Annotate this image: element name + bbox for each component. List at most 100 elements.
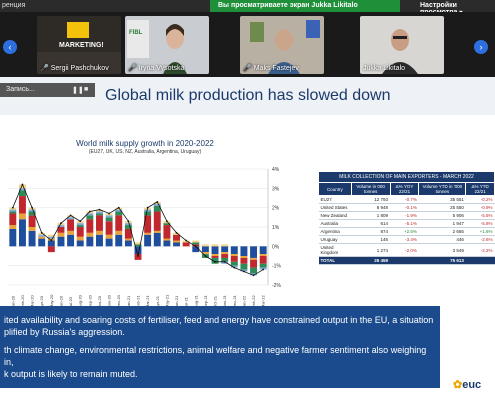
combined-growth-point xyxy=(156,200,159,203)
bar-segment-uk xyxy=(250,257,258,260)
x-tick-label: Apr-20 xyxy=(39,295,44,308)
bar-segment-arg xyxy=(182,240,190,243)
bar-segment-eu xyxy=(192,246,200,253)
table-cell: 12 793 xyxy=(351,195,390,204)
bar-segment-uk xyxy=(96,230,103,235)
bar-segment-us xyxy=(259,256,267,264)
combined-growth-point xyxy=(108,212,111,215)
combined-growth-point xyxy=(50,239,53,242)
bar-segment-aus xyxy=(57,225,65,227)
table-cell: -2.6% xyxy=(465,235,495,244)
bar-segment-arg xyxy=(153,201,161,204)
table-header: Δ% YOY 22/21 xyxy=(389,182,420,196)
bar-segment-arg xyxy=(221,244,229,247)
bar-segment-uk xyxy=(240,256,248,258)
combined-growth-point xyxy=(175,231,178,234)
participant-tile[interactable]: Jukka Likitalo xyxy=(360,16,444,74)
table-cell: 614 xyxy=(351,219,390,228)
participant-tile[interactable]: MARKETING! 🎤 Sergii Pashchukov xyxy=(37,16,121,74)
summary-line: th climate change, environmental restric… xyxy=(4,345,427,367)
x-tick-label: Nov-20 xyxy=(107,294,112,308)
bar-segment-us xyxy=(67,219,75,231)
bar-segment-nz xyxy=(211,257,219,264)
combined-growth-point xyxy=(146,206,149,209)
table-cell: 1 947 xyxy=(418,219,466,228)
bar-segment-arg xyxy=(105,213,113,216)
table-cell: -0.7% xyxy=(390,195,419,204)
y-tick-label: 3% xyxy=(272,186,280,192)
bar-segment-nz xyxy=(28,211,36,216)
x-tick-label: Aug-20 xyxy=(78,294,83,308)
bar-segment-nz xyxy=(96,213,103,216)
participant-tile[interactable]: FIBL 🎤 Iryna Vysotska xyxy=(125,16,209,74)
participant-video-strip: ‹ MARKETING! 🎤 Sergii Pashchukov FIBL 🎤 Ir… xyxy=(0,12,495,77)
bar-segment-arg xyxy=(134,242,142,245)
x-tick-label: Jul-20 xyxy=(68,296,73,308)
y-tick-label: -1% xyxy=(272,264,281,270)
bar-segment-eu xyxy=(201,246,209,253)
bar-segment-uk xyxy=(163,238,171,241)
table-row: Argentina 874 +2.5% 2 665 +1.6% xyxy=(318,227,495,236)
participant-tile[interactable]: 🎤 Maks Fastejev xyxy=(240,16,324,74)
prev-participants-arrow-icon[interactable]: ‹ xyxy=(3,40,17,54)
bar-segment-arg xyxy=(76,221,84,224)
slide-title-bar: Запись... ❚❚ ■ Global milk production ha… xyxy=(0,77,495,115)
marketing-logo-text: MARKETING! xyxy=(59,42,104,49)
x-tick-label: Oct-21 xyxy=(213,295,218,308)
bar-segment-nz xyxy=(192,242,200,245)
bar-segment-uk xyxy=(28,227,36,231)
bar-segment-us xyxy=(47,246,55,253)
bar-segment-uk xyxy=(115,230,123,235)
stop-icon[interactable]: ■ xyxy=(84,86,89,93)
y-tick-label: -2% xyxy=(272,283,281,289)
bar-segment-eu xyxy=(240,246,248,256)
x-tick-label: Apr-21 xyxy=(155,295,160,308)
table-cell: -5.1% xyxy=(390,219,419,228)
bar-segment-us xyxy=(144,215,152,233)
combined-growth-point xyxy=(40,231,43,234)
bar-segment-arg xyxy=(173,232,180,235)
bar-segment-uk xyxy=(9,225,17,229)
table-header: Volume YTD in '000 tonnes xyxy=(418,182,467,196)
bar-segment-uk xyxy=(38,236,46,239)
table-cell: 75 613 xyxy=(418,256,466,265)
bar-segment-nz xyxy=(250,267,258,274)
table-cell: +2.5% xyxy=(390,227,419,236)
bar-segment-us xyxy=(153,211,161,231)
combined-growth-point xyxy=(233,266,236,269)
x-tick-label: Dec-21 xyxy=(232,294,237,308)
bar-segment-nz xyxy=(105,217,113,222)
bar-segment-uk xyxy=(221,252,229,255)
bar-segment-aus xyxy=(105,215,113,218)
table-cell: 25 550 xyxy=(418,203,466,212)
table-cell: -1.9% xyxy=(390,211,419,220)
bar-segment-nz xyxy=(76,225,84,227)
table-caption: MILK COLLECTION OF MAIN EXPORTERS - MARC… xyxy=(318,171,495,183)
table-row: New Zealand 1 809 -1.9% 5 906 -5.5% xyxy=(318,211,495,220)
screen-share-notice: Вы просматриваете экран Jukka Likitalo xyxy=(210,0,400,12)
bar-segment-eu xyxy=(259,246,267,255)
bar-segment-nz xyxy=(221,257,229,262)
bar-segment-aus xyxy=(221,261,229,264)
participant-video: FIBL xyxy=(127,20,187,74)
next-participants-arrow-icon[interactable]: › xyxy=(474,40,488,54)
x-tick-label: Jan-20 xyxy=(10,295,15,308)
participant-name: 🎤 Maks Fastejev xyxy=(243,65,299,72)
bar-segment-eu xyxy=(221,246,229,253)
table-cell: 146 xyxy=(351,235,390,244)
participant-video xyxy=(250,20,320,74)
bar-segment-nz xyxy=(124,225,132,229)
bar-segment-nz xyxy=(86,215,94,220)
bar-segment-nz xyxy=(9,211,17,214)
table-cell xyxy=(390,256,419,265)
bar-segment-us xyxy=(192,244,200,247)
x-tick-label: Jul-21 xyxy=(184,296,189,308)
bar-segment-uk xyxy=(173,240,180,243)
x-tick-label: Feb-20 xyxy=(20,295,25,308)
pause-icon[interactable]: ❚❚ xyxy=(72,87,84,94)
table-cell: 5 906 xyxy=(418,211,466,220)
bar-segment-eu xyxy=(38,238,46,247)
summary-line: k output is likely to remain muted. xyxy=(4,369,138,379)
summary-line: plified by Russia's aggression. xyxy=(4,327,125,337)
bar-segment-aus xyxy=(153,203,161,206)
